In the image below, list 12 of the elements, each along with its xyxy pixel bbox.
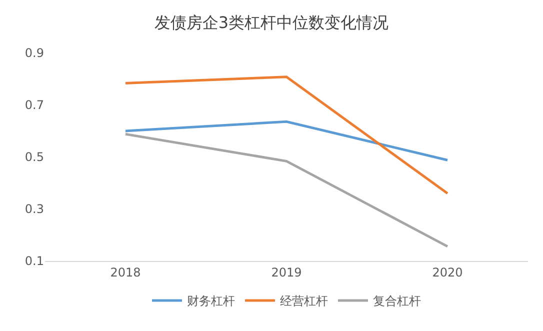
legend-label: 经营杠杆 xyxy=(280,294,328,308)
legend-label: 复合杠杆 xyxy=(373,294,421,308)
x-tick-label: 2019 xyxy=(271,265,302,280)
x-tick-label: 2020 xyxy=(432,265,463,280)
x-tick-label: 2018 xyxy=(110,265,141,280)
y-tick-label: 0.1 xyxy=(24,254,44,268)
y-tick-label: 0.7 xyxy=(24,98,44,112)
chart-title: 发债房企3类杠杆中位数变化情况 xyxy=(154,12,389,32)
legend-label: 财务杠杆 xyxy=(187,294,235,308)
y-tick-label: 0.3 xyxy=(24,202,44,216)
y-tick-label: 0.5 xyxy=(24,150,44,164)
y-tick-label: 0.9 xyxy=(24,46,44,60)
